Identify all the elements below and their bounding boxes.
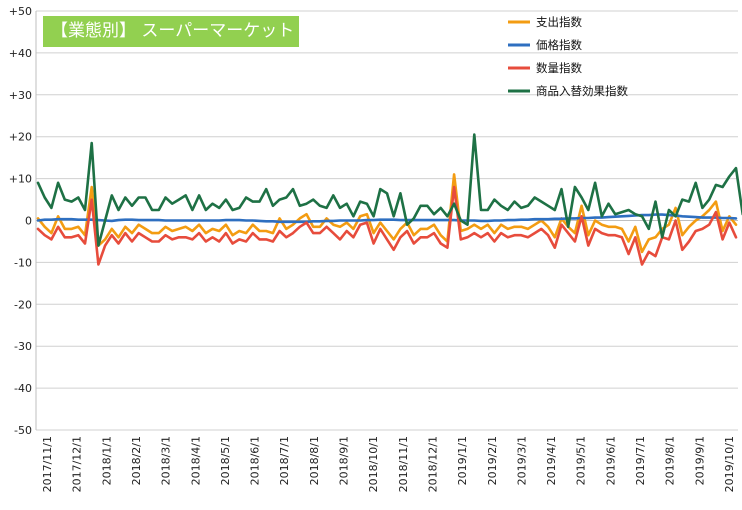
y-tick-label: +10 [9,173,32,186]
x-tick-labels: 2017/11/1 2017/12/1 2018/1/1 2018/2/1 2018/3… [41,436,736,492]
x-tick-label: 2018/4/1 [189,436,202,485]
gridlines [36,10,738,431]
x-tick-label: 2019/7/1 [634,436,647,485]
x-tick-label: 2019/5/1 [575,436,588,485]
y-tick-label: -30 [14,340,32,353]
x-tick-label: 2019/3/1 [515,436,528,485]
x-tick-label: 2019/4/1 [545,436,558,485]
y-tick-label: 0 [25,215,32,228]
x-tick-label: 2019/9/1 [693,436,706,485]
series-lines [36,133,742,266]
x-tick-label: 2019/8/1 [664,436,677,485]
x-tick-label: 2018/8/1 [308,436,321,485]
x-tick-label: 2018/10/1 [367,436,380,492]
x-tick-label: 2018/7/1 [278,436,291,485]
x-tick-label: 2018/9/1 [338,436,351,485]
legend-label: 数量指数 [536,61,582,75]
x-tick-label: 2018/1/1 [100,436,113,485]
chart-title: 【業態別】 スーパーマーケット [43,16,299,47]
series-line-1 [36,213,738,224]
x-tick-label: 2018/2/1 [130,436,143,485]
x-tick-label: 2019/6/1 [604,436,617,485]
legend-label: 価格指数 [536,38,582,52]
y-tick-label: -40 [14,382,32,395]
y-tick-label: +40 [9,47,32,60]
series-line-2 [36,185,738,266]
legend-label: 商品入替効果指数 [536,84,628,98]
legend-label: 支出指数 [536,15,582,29]
x-tick-label: 2019/10/1 [723,436,736,492]
x-tick-label: 2018/6/1 [249,436,262,485]
x-tick-label: 2018/11/1 [397,436,410,492]
x-tick-label: 2018/12/1 [426,436,439,492]
x-tick-label: 2019/1/1 [456,436,469,485]
y-tick-label: -10 [14,256,32,269]
y-tick-labels: +50 +40 +30 +20 +10 0 -10 -20 -30 -40 -50 [9,5,32,437]
y-tick-label: +20 [9,131,32,144]
x-tick-label: 2018/5/1 [219,436,232,485]
x-tick-label: 2017/11/1 [41,436,54,492]
x-tick-label: 2018/3/1 [160,436,173,485]
series-line-3 [36,133,742,247]
y-tick-label: -50 [14,424,32,437]
series-line-0 [36,173,738,254]
y-tick-label: +30 [9,89,32,102]
y-tick-label: -20 [14,298,32,311]
x-tick-label: 2019/2/1 [486,436,499,485]
y-tick-label: +50 [9,5,32,18]
x-tick-label: 2017/12/1 [71,436,84,492]
